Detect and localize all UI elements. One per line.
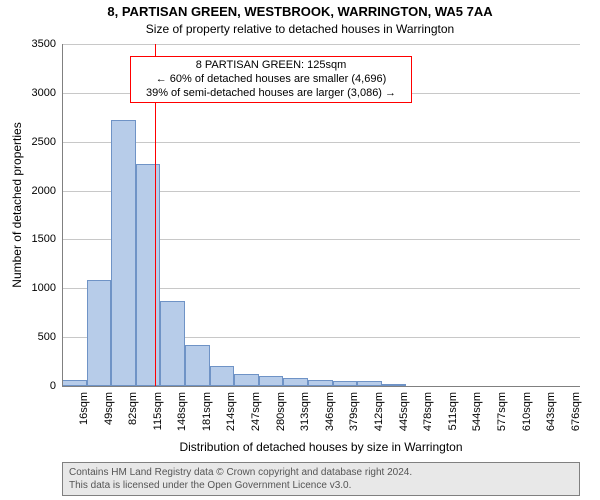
x-tick-label: 676sqm xyxy=(570,392,582,431)
annotation-box: 8 PARTISAN GREEN: 125sqm ← 60% of detach… xyxy=(130,56,412,103)
annotation-line3: 39% of semi-detached houses are larger (… xyxy=(135,87,407,101)
x-tick-label: 511sqm xyxy=(447,392,459,430)
y-tick-label: 500 xyxy=(16,331,56,343)
x-tick-label: 49sqm xyxy=(103,392,115,425)
footer-line1: Contains HM Land Registry data © Crown c… xyxy=(69,466,573,479)
x-axis-label: Distribution of detached houses by size … xyxy=(62,440,580,454)
y-tick-label: 3000 xyxy=(16,87,56,99)
x-tick-label: 16sqm xyxy=(78,392,90,425)
x-tick-label: 82sqm xyxy=(127,392,139,425)
y-tick-label: 3500 xyxy=(16,38,56,50)
y-tick-label: 2000 xyxy=(16,185,56,197)
histogram-bar xyxy=(234,374,259,386)
x-tick-label: 379sqm xyxy=(348,392,360,431)
gridline-h xyxy=(62,142,580,143)
x-tick-label: 643sqm xyxy=(545,392,557,431)
x-tick-label: 247sqm xyxy=(250,392,262,431)
x-tick-label: 445sqm xyxy=(398,392,410,431)
chart-title-line2: Size of property relative to detached ho… xyxy=(0,22,600,36)
y-axis-line xyxy=(62,44,63,386)
y-tick-label: 1000 xyxy=(16,282,56,294)
x-axis-line xyxy=(62,386,580,387)
chart-title-line1: 8, PARTISAN GREEN, WESTBROOK, WARRINGTON… xyxy=(0,4,600,19)
gridline-h xyxy=(62,44,580,45)
histogram-bar xyxy=(185,345,210,386)
x-tick-label: 148sqm xyxy=(176,392,188,431)
histogram-bar xyxy=(283,378,308,386)
x-tick-label: 115sqm xyxy=(152,392,164,430)
x-tick-label: 610sqm xyxy=(521,392,533,431)
footer-line2: This data is licensed under the Open Gov… xyxy=(69,479,573,492)
y-tick-label: 0 xyxy=(16,380,56,392)
x-tick-label: 313sqm xyxy=(299,392,311,431)
x-tick-label: 412sqm xyxy=(373,392,385,431)
footer-attribution: Contains HM Land Registry data © Crown c… xyxy=(62,462,580,496)
x-tick-label: 577sqm xyxy=(496,392,508,431)
histogram-bar xyxy=(136,164,161,386)
chart-container: 8, PARTISAN GREEN, WESTBROOK, WARRINGTON… xyxy=(0,0,600,500)
x-tick-label: 478sqm xyxy=(422,392,434,431)
histogram-bar xyxy=(259,376,284,386)
annotation-line1: 8 PARTISAN GREEN: 125sqm xyxy=(135,59,407,73)
y-tick-label: 1500 xyxy=(16,233,56,245)
histogram-bar xyxy=(160,301,185,387)
y-tick-label: 2500 xyxy=(16,136,56,148)
x-tick-label: 280sqm xyxy=(275,392,287,431)
x-tick-label: 181sqm xyxy=(201,392,213,431)
annotation-line2: ← 60% of detached houses are smaller (4,… xyxy=(135,73,407,87)
x-tick-label: 544sqm xyxy=(471,392,483,431)
x-tick-label: 214sqm xyxy=(225,392,237,431)
histogram-bar xyxy=(111,120,136,386)
histogram-bar xyxy=(87,280,112,387)
histogram-bar xyxy=(210,366,235,386)
x-tick-label: 346sqm xyxy=(324,392,336,431)
